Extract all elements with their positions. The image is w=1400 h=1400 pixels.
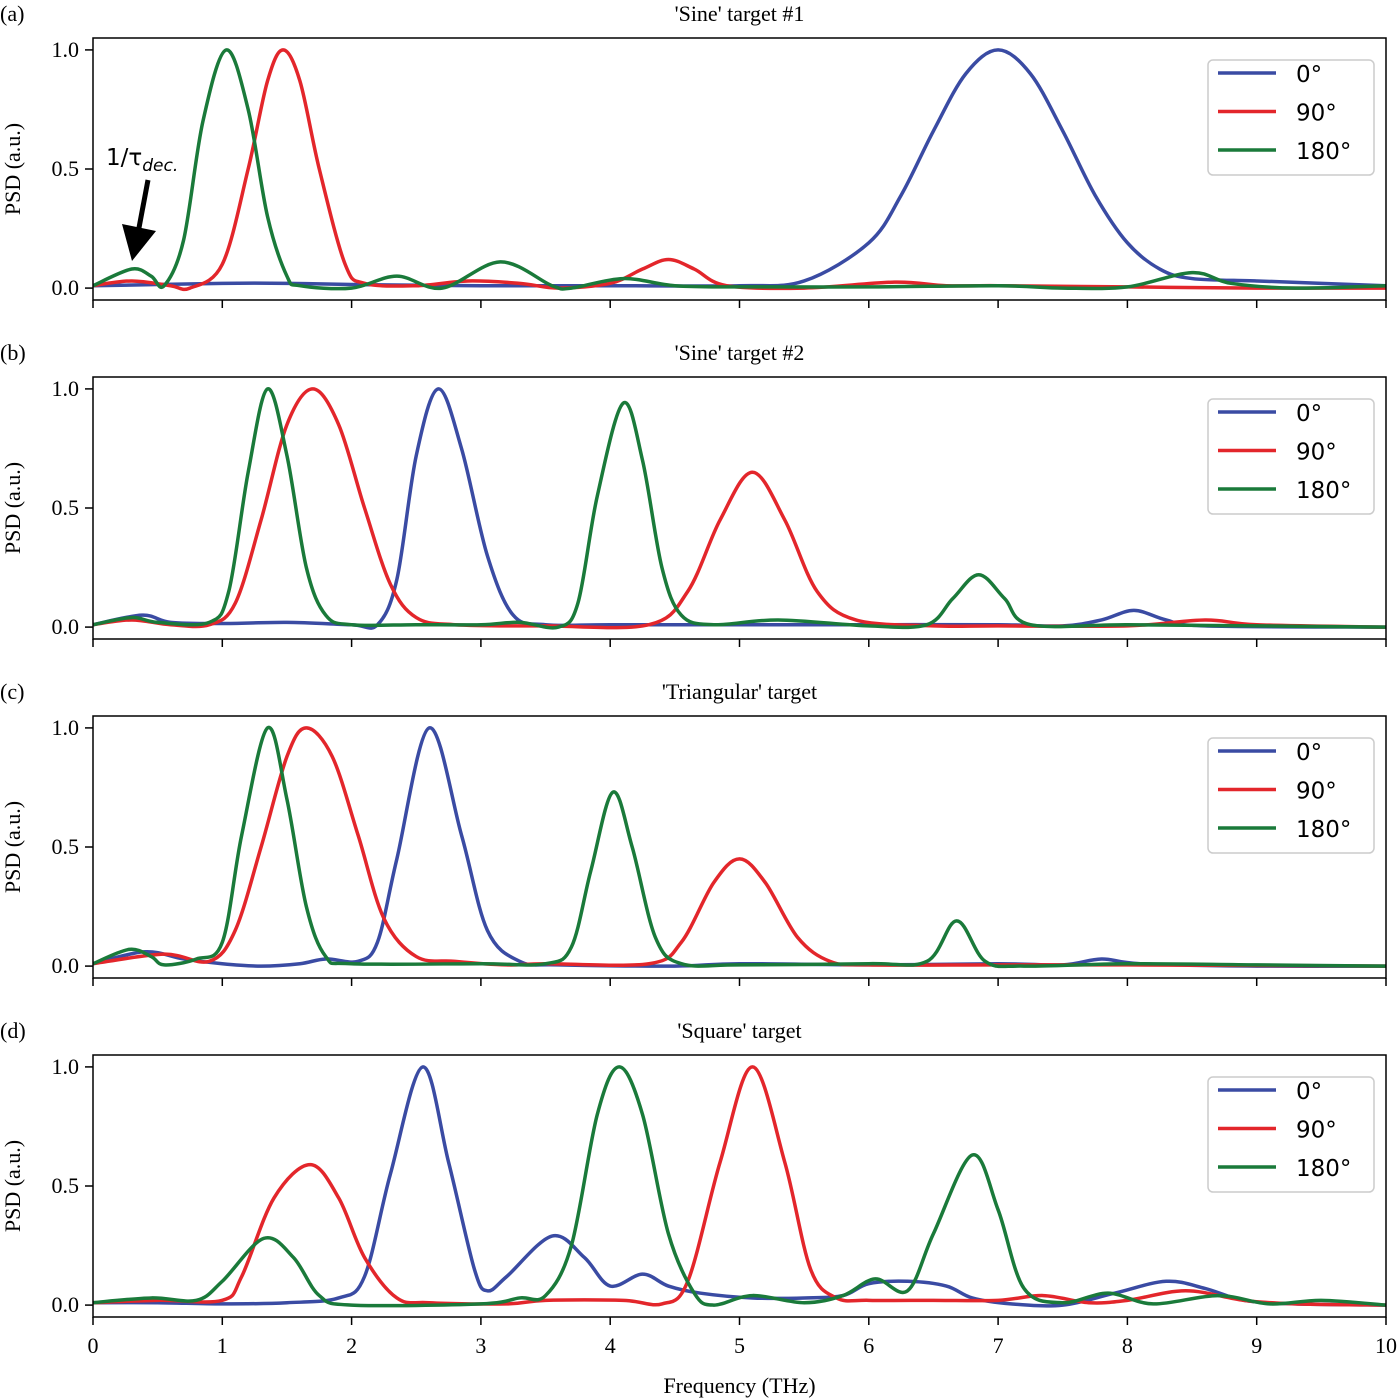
y-tick-label: 0.5 — [52, 1173, 80, 1198]
legend-label: 180° — [1296, 478, 1351, 504]
legend-label: 0° — [1296, 62, 1322, 88]
x-tick-label: 7 — [993, 1333, 1004, 1358]
panel-label: (c) — [0, 679, 24, 704]
x-tick-label: 1 — [217, 1333, 228, 1358]
legend-label: 0° — [1296, 1079, 1322, 1105]
series-line — [93, 48, 1386, 291]
annotation: 1/τdec. — [106, 145, 178, 176]
y-axis-label: PSD (a.u.) — [0, 801, 25, 893]
y-tick-label: 0.0 — [52, 1292, 80, 1317]
legend-label: 90° — [1296, 440, 1337, 466]
legend-label: 90° — [1296, 101, 1337, 127]
x-tick-label: 6 — [863, 1333, 874, 1358]
plot-frame — [92, 37, 1387, 301]
series-line — [93, 387, 1386, 630]
plot-frame — [92, 376, 1387, 640]
plot-frame — [92, 1054, 1387, 1318]
x-tick-label: 2 — [346, 1333, 357, 1358]
panel: (d) 'Square' target PSD (a.u.) Frequency (T… — [0, 1018, 1397, 1398]
panel: (a) 'Sine' target #1 PSD (a.u.) 0.0 0.5 1.0 0°… — [0, 1, 1387, 308]
y-tick-label: 0.5 — [52, 156, 80, 181]
y-axis-label: PSD (a.u.) — [0, 1140, 25, 1232]
series-line — [93, 48, 1386, 288]
series-line — [93, 726, 1386, 968]
x-tick-label: 0 — [88, 1333, 99, 1358]
series-line — [93, 1065, 1386, 1307]
y-axis-label: PSD (a.u.) — [0, 462, 25, 554]
series-line — [93, 387, 1386, 630]
panel: (b) 'Sine' target #2 PSD (a.u.) 0.0 0.5 1.0 0°… — [0, 340, 1387, 647]
panel-label: (d) — [0, 1018, 26, 1043]
panel: (c) 'Triangular' target PSD (a.u.) 0.0 0.5 1.… — [0, 679, 1387, 986]
panel-title: 'Sine' target #2 — [675, 340, 805, 365]
legend-label: 180° — [1296, 1156, 1351, 1182]
legend-label: 0° — [1296, 740, 1322, 766]
annotation-text: 1/τ — [106, 145, 142, 171]
panel-title: 'Square' target — [677, 1018, 801, 1043]
legend-label: 180° — [1296, 817, 1351, 843]
legend-label: 180° — [1296, 139, 1351, 165]
x-tick-label: 10 — [1375, 1333, 1397, 1358]
y-tick-label: 0.5 — [52, 834, 80, 859]
series-line — [93, 1065, 1386, 1308]
x-tick-label: 8 — [1122, 1333, 1133, 1358]
series-line — [93, 387, 1386, 630]
x-tick-label: 3 — [475, 1333, 486, 1358]
y-tick-label: 0.0 — [52, 614, 80, 639]
panel-title: 'Triangular' target — [662, 679, 817, 704]
y-tick-label: 1.0 — [52, 37, 80, 62]
y-tick-label: 1.0 — [52, 1054, 80, 1079]
x-tick-label: 4 — [605, 1333, 616, 1358]
x-tick-label: 9 — [1251, 1333, 1262, 1358]
y-tick-label: 0.0 — [52, 275, 80, 300]
legend-label: 0° — [1296, 401, 1322, 427]
panel-label: (b) — [0, 340, 26, 365]
legend-box — [1207, 1076, 1375, 1193]
series-line — [93, 725, 1386, 969]
plot-frame — [92, 715, 1387, 979]
legend-box — [1207, 737, 1375, 854]
panel-title: 'Sine' target #1 — [675, 1, 805, 26]
legend-label: 90° — [1296, 1118, 1337, 1144]
y-tick-label: 0.5 — [52, 495, 80, 520]
x-axis-label: Frequency (THz) — [663, 1373, 815, 1398]
annotation-subscript: dec. — [142, 156, 178, 176]
y-tick-label: 1.0 — [52, 376, 80, 401]
annotation-arrow-shaft — [135, 179, 151, 234]
annotation-arrow-head — [122, 224, 156, 261]
series-line — [93, 1065, 1386, 1308]
panel-label: (a) — [0, 1, 24, 26]
x-tick-label: 5 — [734, 1333, 745, 1358]
y-tick-label: 1.0 — [52, 715, 80, 740]
legend-label: 90° — [1296, 779, 1337, 805]
y-axis-label: PSD (a.u.) — [0, 123, 25, 215]
series-line — [93, 726, 1386, 969]
series-line — [93, 48, 1386, 292]
y-tick-label: 0.0 — [52, 953, 80, 978]
legend-box — [1207, 59, 1375, 176]
legend-box — [1207, 398, 1375, 515]
